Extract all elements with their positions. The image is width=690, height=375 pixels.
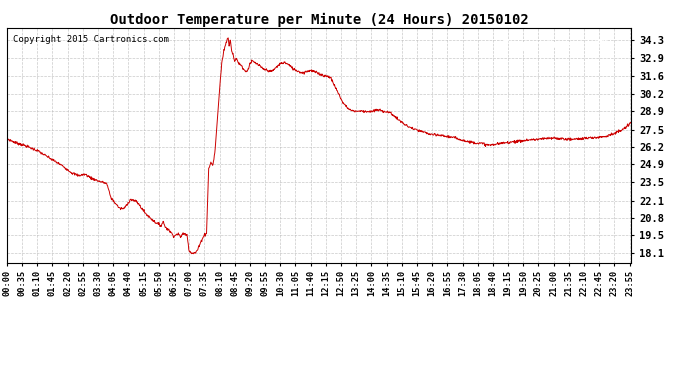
Title: Outdoor Temperature per Minute (24 Hours) 20150102: Outdoor Temperature per Minute (24 Hours…	[110, 13, 529, 27]
Text: Copyright 2015 Cartronics.com: Copyright 2015 Cartronics.com	[13, 35, 169, 44]
